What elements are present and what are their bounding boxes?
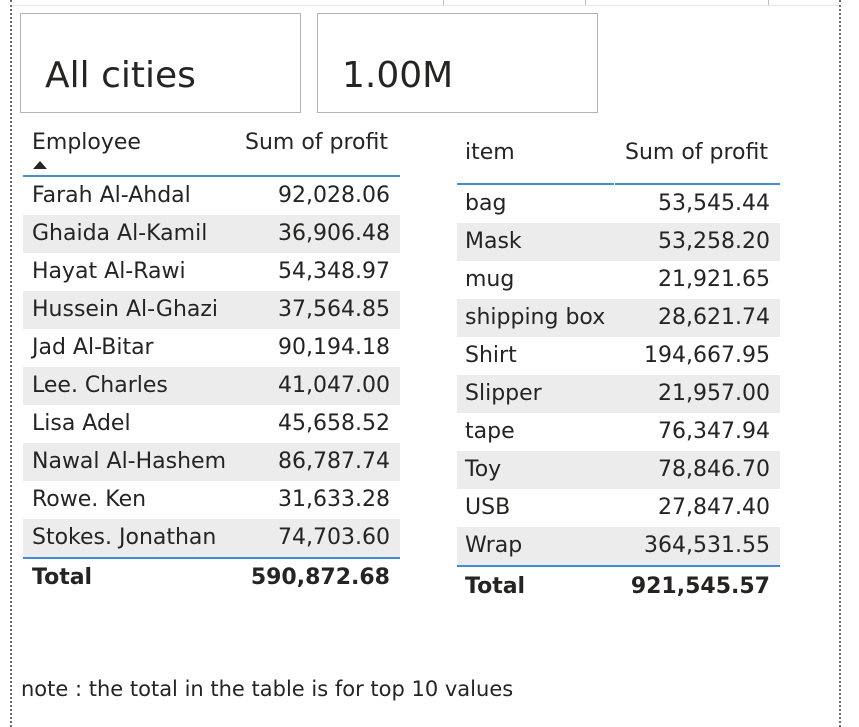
table-row[interactable]: Hayat Al-Rawi 54,348.97 xyxy=(23,253,400,291)
row-label: shipping box xyxy=(465,305,606,330)
table-row[interactable]: Wrap 364,531.55 xyxy=(457,527,780,565)
strip-divider xyxy=(768,0,769,5)
table-header: item Sum of profit xyxy=(457,128,780,185)
column-header-sum-of-profit[interactable]: Sum of profit xyxy=(625,140,768,165)
table-row[interactable]: Stokes. Jonathan 74,703.60 xyxy=(23,519,400,557)
row-profit-value: 78,846.70 xyxy=(658,457,770,482)
canvas-border-left xyxy=(10,0,12,727)
row-profit-value: 364,531.55 xyxy=(644,533,770,558)
row-label: mug xyxy=(465,267,515,292)
row-label: Shirt xyxy=(465,343,517,368)
row-profit-value: 31,633.28 xyxy=(278,487,390,512)
row-label: bag xyxy=(465,191,507,216)
total-value: 921,545.57 xyxy=(630,574,770,599)
table-row[interactable]: bag 53,545.44 xyxy=(457,185,780,223)
row-label: Hayat Al-Rawi xyxy=(32,259,186,284)
row-profit-value: 53,545.44 xyxy=(658,191,770,216)
row-profit-value: 27,847.40 xyxy=(658,495,770,520)
sort-ascending-icon[interactable] xyxy=(33,161,47,169)
row-profit-value: 53,258.20 xyxy=(658,229,770,254)
row-profit-value: 74,703.60 xyxy=(278,525,390,550)
row-profit-value: 54,348.97 xyxy=(278,259,390,284)
column-header-employee[interactable]: Employee xyxy=(32,130,141,155)
note-text: note : the total in the table is for top… xyxy=(21,677,514,701)
row-profit-value: 37,564.85 xyxy=(278,297,390,322)
employee-profit-table[interactable]: Employee Sum of profit Farah Al-Ahdal 92,… xyxy=(23,128,400,597)
city-card-value: All cities xyxy=(45,55,196,96)
row-profit-value: 76,347.94 xyxy=(658,419,770,444)
row-label: Slipper xyxy=(465,381,542,406)
table-row[interactable]: Ghaida Al-Kamil 36,906.48 xyxy=(23,215,400,253)
table-row[interactable]: Slipper 21,957.00 xyxy=(457,375,780,413)
table-total-row: Total 921,545.57 xyxy=(457,565,780,605)
row-label: USB xyxy=(465,495,511,520)
canvas-border-right xyxy=(839,0,841,727)
table-row[interactable]: Lee. Charles 41,047.00 xyxy=(23,367,400,405)
table-row[interactable]: Mask 53,258.20 xyxy=(457,223,780,261)
table-row[interactable]: USB 27,847.40 xyxy=(457,489,780,527)
table-row[interactable]: Lisa Adel 45,658.52 xyxy=(23,405,400,443)
table-row[interactable]: Farah Al-Ahdal 92,028.06 xyxy=(23,177,400,215)
row-profit-value: 194,667.95 xyxy=(644,343,770,368)
table-row[interactable]: tape 76,347.94 xyxy=(457,413,780,451)
row-profit-value: 21,957.00 xyxy=(658,381,770,406)
row-label: Rowe. Ken xyxy=(32,487,147,512)
table-header: Employee Sum of profit xyxy=(23,128,400,177)
table-row[interactable]: shipping box 28,621.74 xyxy=(457,299,780,337)
table-total-row: Total 590,872.68 xyxy=(23,557,400,597)
row-profit-value: 36,906.48 xyxy=(278,221,390,246)
strip-divider xyxy=(585,0,586,5)
row-label: Mask xyxy=(465,229,522,254)
row-label: Farah Al-Ahdal xyxy=(32,183,191,208)
row-label: Ghaida Al-Kamil xyxy=(32,221,208,246)
total-value-card[interactable]: 1.00M xyxy=(317,13,598,113)
table-row[interactable]: Toy 78,846.70 xyxy=(457,451,780,489)
table-row[interactable]: Shirt 194,667.95 xyxy=(457,337,780,375)
row-label: Nawal Al-Hashem xyxy=(32,449,227,474)
table-body: Farah Al-Ahdal 92,028.06 Ghaida Al-Kamil 36… xyxy=(23,177,400,557)
column-separator xyxy=(614,183,615,185)
row-profit-value: 28,621.74 xyxy=(658,305,770,330)
row-label: Hussein Al-Ghazi xyxy=(32,297,219,322)
top-toolbar-strip xyxy=(12,0,839,6)
row-profit-value: 21,921.65 xyxy=(658,267,770,292)
item-profit-table[interactable]: item Sum of profit bag 53,545.44 Mask 53,25… xyxy=(457,128,780,605)
column-header-sum-of-profit[interactable]: Sum of profit xyxy=(245,130,388,155)
row-label: Stokes. Jonathan xyxy=(32,525,217,550)
table-row[interactable]: Rowe. Ken 31,633.28 xyxy=(23,481,400,519)
row-profit-value: 92,028.06 xyxy=(278,183,390,208)
row-label: tape xyxy=(465,419,515,444)
row-label: Jad Al-Bitar xyxy=(32,335,154,360)
row-profit-value: 86,787.74 xyxy=(278,449,390,474)
table-body: bag 53,545.44 Mask 53,258.20 mug 21,921.65 shi… xyxy=(457,185,780,565)
table-row[interactable]: Jad Al-Bitar 90,194.18 xyxy=(23,329,400,367)
total-label: Total xyxy=(32,565,93,590)
row-label: Wrap xyxy=(465,533,523,558)
row-label: Lee. Charles xyxy=(32,373,168,398)
table-row[interactable]: Hussein Al-Ghazi 37,564.85 xyxy=(23,291,400,329)
city-card[interactable]: All cities xyxy=(20,13,301,113)
total-value: 590,872.68 xyxy=(250,565,390,590)
row-profit-value: 41,047.00 xyxy=(278,373,390,398)
column-header-item[interactable]: item xyxy=(465,140,515,165)
row-label: Toy xyxy=(465,457,502,482)
strip-divider xyxy=(443,0,444,5)
table-row[interactable]: mug 21,921.65 xyxy=(457,261,780,299)
table-row[interactable]: Nawal Al-Hashem 86,787.74 xyxy=(23,443,400,481)
total-label: Total xyxy=(465,574,526,599)
row-profit-value: 90,194.18 xyxy=(278,335,390,360)
row-label: Lisa Adel xyxy=(32,411,131,436)
total-value-card-value: 1.00M xyxy=(342,55,454,96)
row-profit-value: 45,658.52 xyxy=(278,411,390,436)
